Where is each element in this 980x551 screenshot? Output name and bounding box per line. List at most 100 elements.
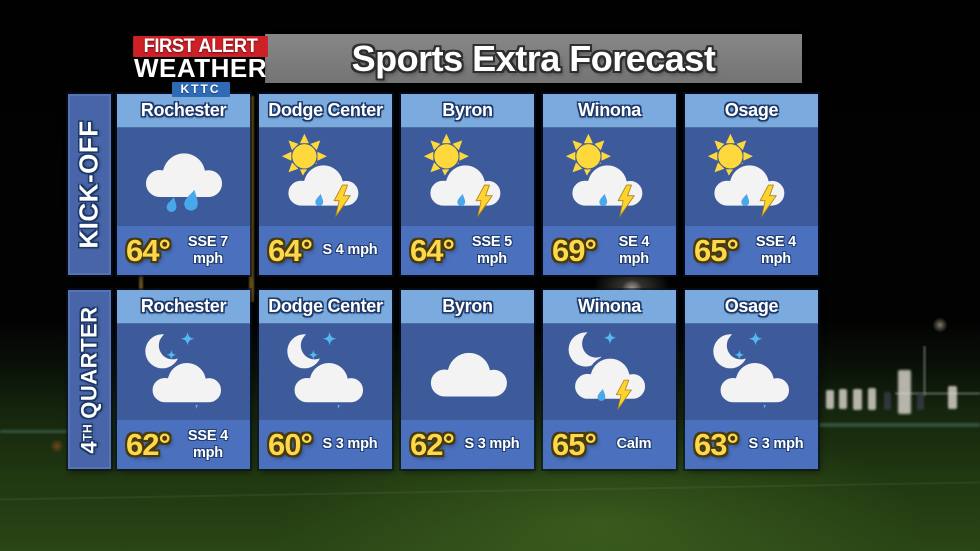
wind-line1: SE 4 [618,234,650,251]
player-figure [839,389,847,409]
wind-value: SSE 4 mph [738,234,818,266]
city-name: Winona [577,100,642,120]
wind-value: SSE 7 mph [170,234,250,266]
temperature-value: 65° [552,426,597,462]
card-city-header: Rochester [117,94,250,128]
card-footer: 62° S 3 mph [401,420,534,469]
city-name: Byron [442,100,493,120]
forecast-card: Dodge Center 60° S 3 mph [259,290,392,469]
wind-line1: SSE 4 [755,234,796,251]
goalpost-upright [139,252,143,302]
card-footer: 65° Calm [543,420,676,469]
night-cloud-icon [286,331,366,410]
city-name: Rochester [140,296,227,316]
card-icon-area [685,324,818,420]
row-label-kickoff: KICK-OFF [68,94,111,275]
card-footer: 60° S 3 mph [259,420,392,469]
card-footer: 69° SE 4 mph [543,226,676,275]
row-label-main: KICK-OFF [74,120,105,249]
wind-value: Calm [596,436,676,452]
temperature-value: 60° [268,426,313,462]
night-cloud-icon [712,331,792,410]
forecast-title-bar: Sports Extra Forecast [265,34,802,83]
row-label-main: QUARTER [76,305,102,419]
page-title: Sports Extra Forecast [351,37,716,79]
forecast-card: Rochester 64° SSE 7 mph [117,94,250,275]
card-city-header: Winona [543,290,676,324]
night-cloud-icon [144,331,224,410]
card-icon-area [259,324,392,420]
player-figure [898,370,911,414]
wind-line2: mph [192,444,223,461]
temperature-value: 64° [410,232,455,268]
card-icon-area [259,128,392,226]
cloudy-icon [427,349,510,400]
player-figure [884,392,891,410]
station-badge: KTTC [171,82,230,97]
night-storm-icon [568,329,648,410]
day-storm-icon [281,133,361,217]
forecast-card: Byron 62° S 3 mph [401,290,534,469]
first-alert-badge: FIRST ALERT [133,36,268,57]
goalpost-upright [249,96,254,302]
yard-line [0,481,980,501]
player-figure [853,389,862,410]
forecast-card: Rochester 62° SSE 4 mph [117,290,250,469]
sideline-marking [818,423,980,427]
day-storm-icon [423,133,503,217]
brand-logo: FIRST ALERT WEATHER KTTC [131,36,270,98]
card-icon-area [117,324,250,420]
card-footer: 64° SSE 7 mph [117,226,250,275]
temperature-value: 69° [552,232,597,268]
card-icon-area [543,128,676,226]
wind-value: SSE 4 mph [170,428,250,460]
forecast-row-kickoff: KICK-OFF Rochester 64° SSE 7 mph Dodge C… [0,94,980,275]
city-name: Osage [724,100,779,120]
forecast-row-4th-quarter: 4TH QUARTER Rochester 62° SSE 4 mph Dodge… [0,290,980,469]
card-footer: 63° S 3 mph [685,420,818,469]
sideline-marking [0,430,68,433]
card-city-header: Byron [401,94,534,128]
city-name: Rochester [140,100,227,120]
card-city-header: Dodge Center [259,290,392,324]
temperature-value: 62° [410,426,455,462]
row-label-4th-quarter: 4TH QUARTER [68,290,111,469]
wind-value: SSE 5 mph [454,234,534,266]
temperature-value: 64° [126,232,171,268]
rain-icon [142,150,225,212]
card-strip: Rochester 64° SSE 7 mph Dodge Center 64°… [117,94,818,275]
wind-line2: mph [476,250,507,267]
goalpost-far [923,346,926,396]
wind-line1: SSE 4 [187,428,228,445]
player-figure [826,390,834,409]
forecast-card: Winona 65° Calm [543,290,676,469]
row-label-superscript: TH [80,423,95,441]
card-icon-area [685,128,818,226]
city-name: Winona [577,296,642,316]
card-footer: 65° SSE 4 mph [685,226,818,275]
card-city-header: Winona [543,94,676,128]
weather-wordmark: WEATHER [133,53,267,83]
wind-line1: S 3 mph [748,436,804,453]
card-footer: 64° SSE 5 mph [401,226,534,275]
card-icon-area [401,128,534,226]
temperature-value: 63° [694,426,739,462]
temperature-value: 62° [126,426,171,462]
row-label-text: 4TH QUARTER [77,306,103,453]
wind-line2: mph [192,250,223,267]
forecast-card: Byron 64° SSE 5 mph [401,94,534,275]
row-label-prefix: 4 [76,440,102,454]
city-name: Dodge Center [268,296,383,316]
forecast-card: Osage 63° S 3 mph [685,290,818,469]
wind-value: SE 4 mph [596,234,676,266]
city-name: Dodge Center [268,100,383,120]
card-footer: 64° S 4 mph [259,226,392,275]
player-figure [948,386,957,409]
city-name: Osage [724,296,779,316]
wind-line1: Calm [616,436,652,453]
wind-line1: S 4 mph [322,242,378,259]
wind-value: S 3 mph [738,436,818,452]
card-strip: Rochester 62° SSE 4 mph Dodge Center 60°… [117,290,818,469]
forecast-card: Winona 69° SE 4 mph [543,94,676,275]
